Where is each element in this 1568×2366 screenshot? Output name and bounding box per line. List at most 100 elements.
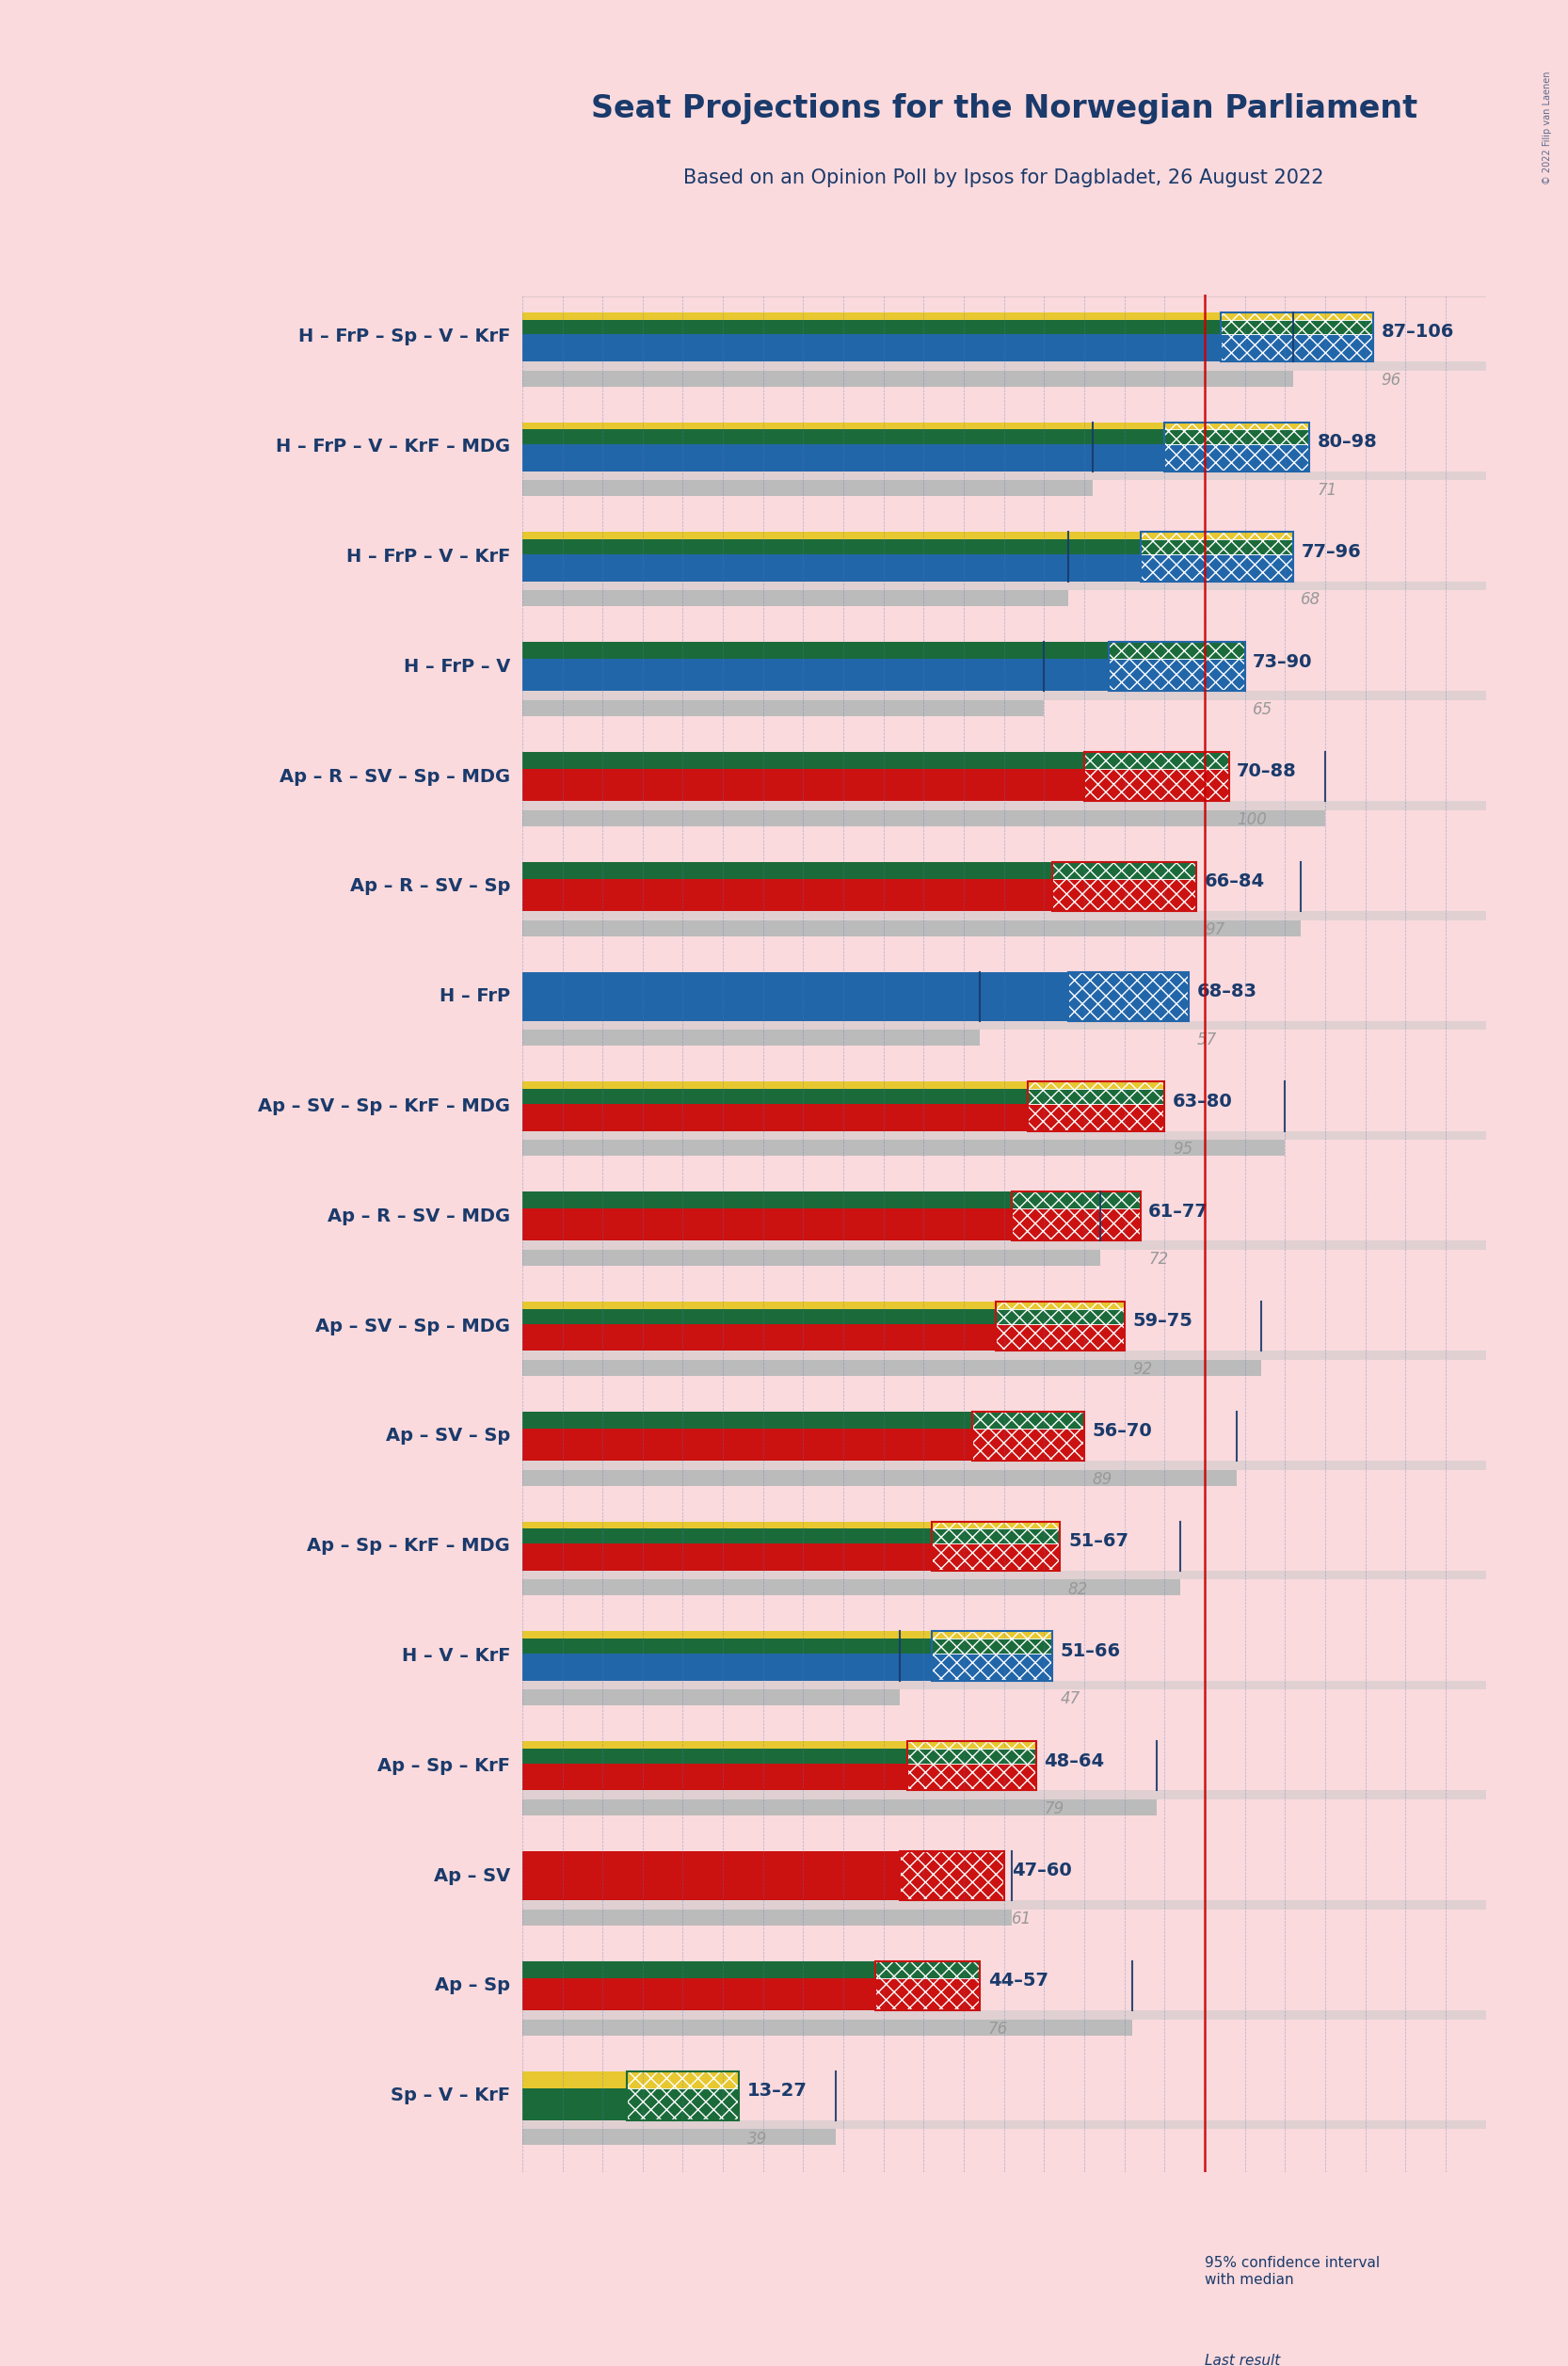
Text: 73–90: 73–90: [1253, 653, 1312, 670]
Bar: [522, 1521, 931, 1528]
Bar: [522, 582, 1485, 589]
Bar: [522, 809, 1325, 826]
Bar: [875, 1978, 980, 2011]
Bar: [522, 1850, 900, 1900]
Text: 97: 97: [1204, 920, 1225, 937]
Bar: [522, 1351, 1485, 1360]
Bar: [1011, 1209, 1140, 1240]
Bar: [522, 920, 1301, 937]
Bar: [522, 911, 1485, 920]
Bar: [627, 2089, 739, 2120]
Text: Ap – R – SV – Sp – MDG: Ap – R – SV – Sp – MDG: [279, 767, 510, 786]
Bar: [522, 1680, 1485, 1689]
Text: 71: 71: [1317, 480, 1338, 499]
Bar: [931, 1521, 1060, 1528]
Bar: [908, 1741, 1036, 1791]
Bar: [1011, 1192, 1140, 1209]
Bar: [522, 1791, 1485, 1801]
Text: 100: 100: [1237, 812, 1267, 828]
Bar: [1068, 972, 1189, 1022]
Text: Ap – SV: Ap – SV: [434, 1867, 510, 1886]
Bar: [996, 1301, 1124, 1351]
Bar: [522, 1571, 1485, 1580]
Bar: [931, 1521, 1060, 1528]
Bar: [1221, 319, 1374, 334]
Bar: [931, 1654, 1052, 1680]
Bar: [996, 1308, 1124, 1323]
Bar: [522, 312, 1221, 319]
Bar: [522, 1900, 1485, 1909]
Bar: [900, 1850, 1004, 1900]
Bar: [522, 880, 1052, 911]
Bar: [522, 1961, 875, 1978]
Text: 95: 95: [1173, 1140, 1193, 1157]
Bar: [1109, 641, 1245, 691]
Bar: [522, 1978, 875, 2011]
Bar: [1221, 312, 1374, 362]
Bar: [1083, 752, 1229, 769]
Bar: [627, 2070, 739, 2089]
Text: 82: 82: [1068, 1580, 1088, 1597]
Text: 68–83: 68–83: [1196, 982, 1258, 1001]
Bar: [1083, 769, 1229, 802]
Bar: [522, 1580, 1181, 1595]
Bar: [522, 480, 1093, 497]
Text: Based on an Opinion Poll by Ipsos for Dagbladet, 26 August 2022: Based on an Opinion Poll by Ipsos for Da…: [684, 168, 1325, 187]
Bar: [522, 371, 1294, 386]
Bar: [875, 1961, 980, 1978]
Bar: [522, 2070, 627, 2089]
Bar: [522, 691, 1485, 700]
Bar: [996, 1301, 1124, 1308]
Bar: [522, 334, 1221, 362]
Bar: [522, 1140, 1284, 1157]
Bar: [908, 1748, 1036, 1763]
Bar: [972, 1413, 1083, 1460]
Bar: [522, 1209, 1011, 1240]
Text: 65: 65: [1253, 700, 1273, 719]
Bar: [522, 589, 1068, 606]
Text: Ap – Sp: Ap – Sp: [434, 1976, 510, 1995]
Bar: [1140, 554, 1294, 582]
Bar: [1165, 431, 1309, 445]
Bar: [522, 2129, 836, 2146]
Bar: [996, 1301, 1124, 1308]
Bar: [931, 1640, 1052, 1654]
Bar: [522, 2089, 627, 2120]
Bar: [931, 1640, 1052, 1654]
Bar: [1052, 861, 1196, 911]
Bar: [522, 421, 1165, 431]
Bar: [522, 641, 1109, 660]
Bar: [522, 1654, 931, 1680]
Bar: [1083, 752, 1229, 769]
Text: 77–96: 77–96: [1301, 542, 1361, 561]
Bar: [522, 1081, 1029, 1088]
Bar: [522, 2018, 1132, 2035]
Bar: [522, 539, 1140, 554]
Text: 51–67: 51–67: [1068, 1533, 1129, 1550]
Bar: [1221, 312, 1374, 319]
Bar: [908, 1763, 1036, 1791]
Bar: [522, 1763, 908, 1791]
Text: Seat Projections for the Norwegian Parliament: Seat Projections for the Norwegian Parli…: [591, 95, 1417, 125]
Bar: [875, 1978, 980, 2011]
Bar: [522, 431, 1165, 445]
Bar: [522, 1460, 1485, 1469]
Text: 89: 89: [1093, 1472, 1112, 1488]
Text: 59–75: 59–75: [1132, 1313, 1193, 1330]
Text: 63–80: 63–80: [1173, 1093, 1232, 1110]
Bar: [522, 1543, 931, 1571]
Bar: [908, 1748, 1036, 1763]
Bar: [1148, 2354, 1196, 2366]
Bar: [1011, 1209, 1140, 1240]
Bar: [875, 1961, 980, 1978]
Bar: [522, 319, 1221, 334]
Bar: [522, 1105, 1029, 1131]
Text: 80–98: 80–98: [1317, 433, 1377, 452]
Bar: [900, 1850, 1004, 1900]
Bar: [1221, 319, 1374, 334]
Text: 92: 92: [1132, 1360, 1152, 1377]
Text: 44–57: 44–57: [988, 1971, 1047, 1990]
Text: Sp – V – KrF: Sp – V – KrF: [390, 2087, 510, 2106]
Bar: [908, 1741, 1036, 1748]
Text: 61: 61: [1011, 1909, 1032, 1928]
